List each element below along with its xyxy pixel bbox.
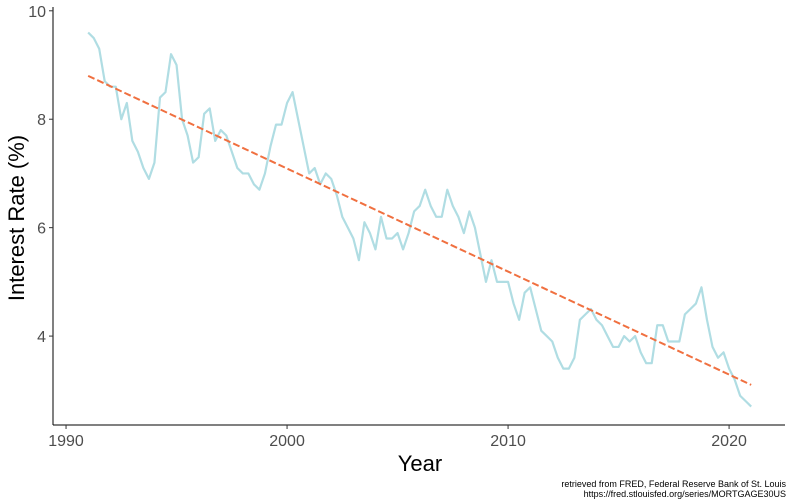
- x-axis-title: Year: [398, 451, 442, 476]
- caption: retrieved from FRED, Federal Reserve Ban…: [561, 479, 786, 489]
- y-tick-label: 6: [37, 221, 46, 238]
- caption: https://fred.stlouisfed.org/series/MORTG…: [584, 489, 786, 499]
- y-tick-label: 4: [37, 329, 46, 346]
- y-tick-label: 8: [37, 112, 46, 129]
- data-line: [87, 31, 752, 408]
- y-tick-label: 10: [28, 4, 46, 21]
- x-tick-label: 2020: [711, 433, 747, 450]
- y-axis-title: Interest Rate (%): [4, 135, 29, 301]
- x-tick-label: 2000: [269, 433, 305, 450]
- x-tick-label: 2010: [490, 433, 526, 450]
- trend-line: [87, 74, 752, 386]
- x-tick-label: 1990: [48, 433, 84, 450]
